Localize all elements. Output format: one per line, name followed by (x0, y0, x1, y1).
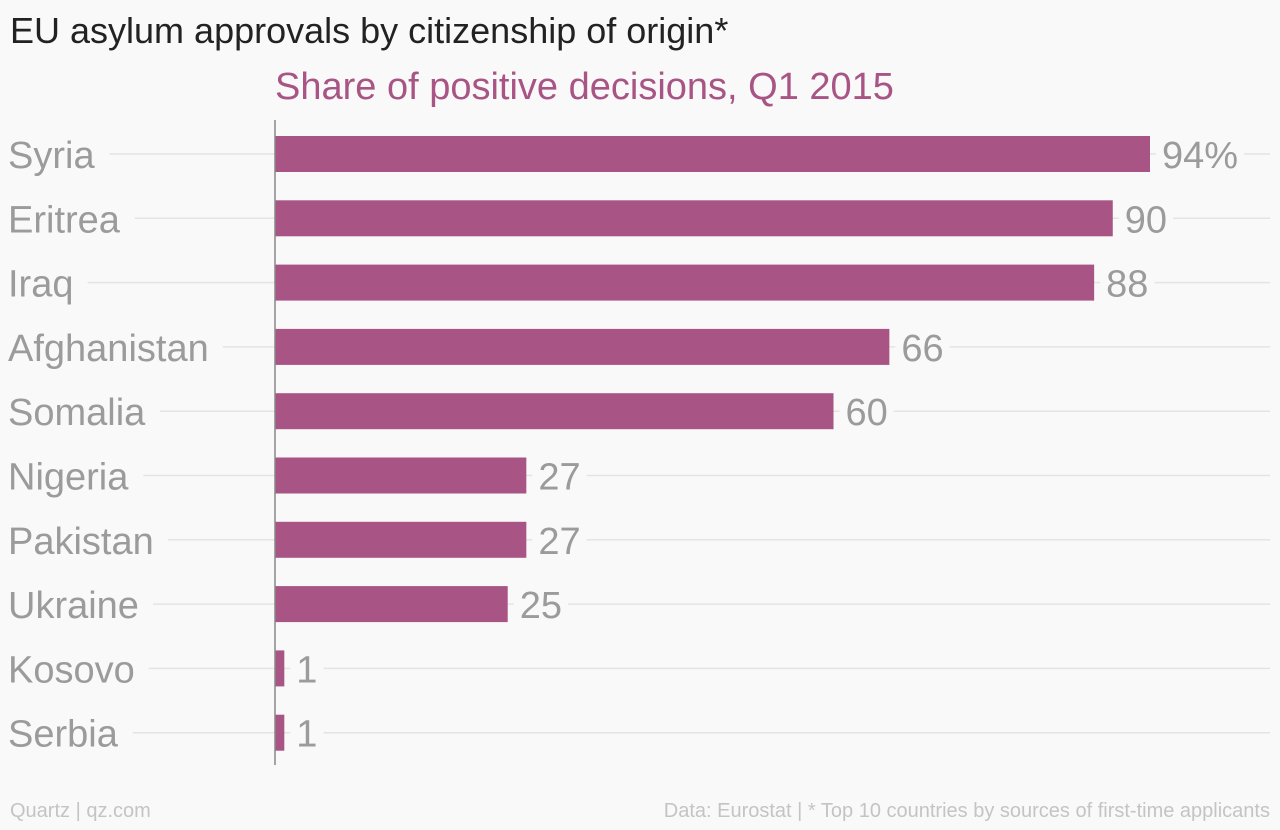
category-label: Pakistan (8, 521, 154, 563)
bar (275, 521, 527, 558)
footer-credit: Quartz | qz.com (10, 800, 151, 822)
label-backdrop (1100, 276, 1155, 289)
value-label: 1 (296, 649, 317, 691)
value-label: 66 (901, 328, 943, 370)
label-backdrop (0, 405, 161, 418)
label-backdrop (0, 212, 135, 225)
label-backdrop (0, 662, 149, 675)
label-backdrop (0, 340, 223, 353)
bar (275, 264, 1095, 301)
category-label: Afghanistan (8, 328, 209, 370)
label-backdrop (0, 276, 88, 289)
label-backdrop (1118, 212, 1174, 225)
footer-source: Data: Eurostat | * Top 10 countries by s… (663, 800, 1270, 822)
category-label: Syria (8, 135, 95, 177)
category-label: Kosovo (8, 649, 135, 691)
value-label: 1 (296, 714, 317, 756)
bar (275, 586, 508, 623)
label-backdrop (532, 469, 587, 482)
label-backdrop (0, 469, 144, 482)
value-label: 88 (1106, 264, 1148, 306)
bar (275, 200, 1113, 237)
value-label: 27 (538, 457, 580, 499)
label-backdrop (0, 148, 110, 160)
bar (275, 393, 834, 430)
chart-title: EU asylum approvals by citizenship of or… (10, 10, 729, 51)
bar (275, 650, 285, 687)
value-label: 94% (1162, 135, 1238, 177)
label-backdrop (839, 405, 894, 418)
label-backdrop (290, 726, 324, 739)
value-label: 60 (846, 392, 888, 434)
bar (275, 457, 527, 494)
label-backdrop (0, 533, 168, 546)
category-label: Ukraine (8, 585, 139, 627)
bar (275, 328, 890, 365)
label-backdrop (532, 533, 587, 546)
value-label: 25 (520, 585, 562, 627)
category-label: Somalia (8, 392, 146, 434)
chart-subtitle: Share of positive decisions, Q1 2015 (275, 66, 894, 108)
label-backdrop (895, 340, 950, 353)
value-label: 90 (1125, 199, 1167, 241)
category-label: Iraq (8, 264, 73, 306)
bar (275, 714, 285, 751)
label-backdrop (513, 598, 568, 611)
bar (275, 136, 1150, 172)
bar-chart: Syria 94% Eritrea 90 Iraq 88 Afghanistan 66 Soma… (0, 120, 1270, 765)
category-label: Serbia (8, 714, 119, 756)
label-backdrop (0, 598, 153, 611)
value-label: 27 (538, 521, 580, 563)
label-backdrop (1156, 148, 1245, 160)
category-label: Nigeria (8, 457, 129, 499)
category-label: Eritrea (8, 199, 121, 241)
label-backdrop (290, 662, 324, 675)
label-backdrop (0, 726, 133, 739)
